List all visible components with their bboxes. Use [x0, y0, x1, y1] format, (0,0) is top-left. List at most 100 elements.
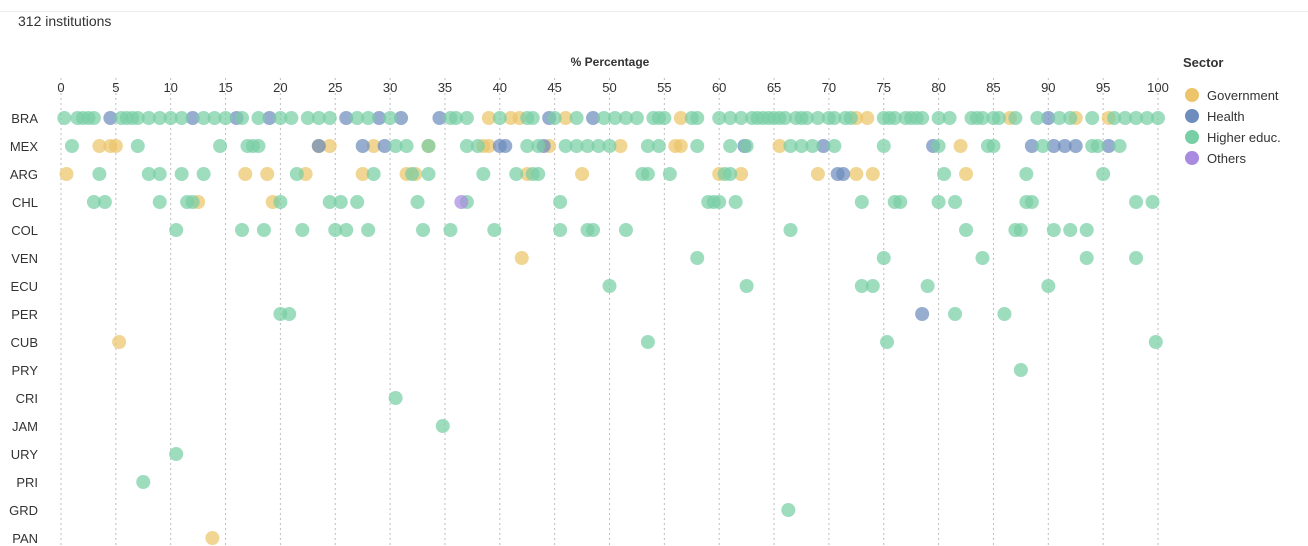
point-health-mex[interactable]	[311, 139, 326, 153]
point-higher-educ-bra[interactable]	[618, 111, 633, 125]
point-health-bra[interactable]	[586, 111, 601, 125]
point-higher-educ-col[interactable]	[1063, 223, 1078, 237]
point-health-mex[interactable]	[1046, 139, 1061, 153]
point-higher-educ-chl[interactable]	[948, 195, 963, 209]
point-higher-educ-chl[interactable]	[97, 195, 112, 209]
point-government-mex[interactable]	[481, 139, 496, 153]
point-higher-educ-bra[interactable]	[1052, 111, 1067, 125]
point-higher-educ-chl[interactable]	[931, 195, 946, 209]
point-higher-educ-chl[interactable]	[1145, 195, 1160, 209]
point-higher-educ-chl[interactable]	[553, 195, 568, 209]
point-government-mex[interactable]	[772, 139, 787, 153]
point-higher-educ-chl[interactable]	[273, 195, 288, 209]
point-higher-educ-bra[interactable]	[887, 111, 902, 125]
point-higher-educ-mex[interactable]	[805, 139, 820, 153]
point-higher-educ-chl[interactable]	[152, 195, 167, 209]
point-higher-educ-arg[interactable]	[531, 167, 546, 181]
point-higher-educ-col[interactable]	[235, 223, 250, 237]
point-higher-educ-mex[interactable]	[640, 139, 655, 153]
point-higher-educ-ecu[interactable]	[739, 279, 754, 293]
point-higher-educ-arg[interactable]	[509, 167, 524, 181]
legend-label-health[interactable]: Health	[1207, 109, 1245, 124]
point-government-arg[interactable]	[260, 167, 275, 181]
point-higher-educ-per[interactable]	[282, 307, 297, 321]
point-government-arg[interactable]	[238, 167, 253, 181]
point-higher-educ-chl[interactable]	[185, 195, 200, 209]
point-higher-educ-arg[interactable]	[662, 167, 677, 181]
point-higher-educ-ven[interactable]	[690, 251, 705, 265]
point-higher-educ-col[interactable]	[553, 223, 568, 237]
point-government-arg[interactable]	[959, 167, 974, 181]
point-government-arg[interactable]	[865, 167, 880, 181]
point-higher-educ-col[interactable]	[1013, 223, 1028, 237]
point-higher-educ-cub[interactable]	[640, 335, 655, 349]
point-higher-educ-bra[interactable]	[547, 111, 562, 125]
point-higher-educ-col[interactable]	[1046, 223, 1061, 237]
point-higher-educ-bra[interactable]	[975, 111, 990, 125]
point-higher-educ-chl[interactable]	[333, 195, 348, 209]
point-higher-educ-mex[interactable]	[723, 139, 738, 153]
point-health-bra[interactable]	[372, 111, 387, 125]
point-higher-educ-col[interactable]	[339, 223, 354, 237]
point-higher-educ-arg[interactable]	[1096, 167, 1111, 181]
point-higher-educ-ecu[interactable]	[1041, 279, 1056, 293]
point-higher-educ-ven[interactable]	[876, 251, 891, 265]
point-higher-educ-mex[interactable]	[470, 139, 485, 153]
point-higher-educ-bra[interactable]	[799, 111, 814, 125]
point-higher-educ-bra[interactable]	[459, 111, 474, 125]
point-higher-educ-ven[interactable]	[975, 251, 990, 265]
point-government-mex[interactable]	[953, 139, 968, 153]
point-higher-educ-mex[interactable]	[580, 139, 595, 153]
point-government-mex[interactable]	[673, 139, 688, 153]
point-government-mex[interactable]	[108, 139, 123, 153]
point-higher-educ-bra[interactable]	[284, 111, 299, 125]
point-higher-educ-arg[interactable]	[141, 167, 156, 181]
point-higher-educ-col[interactable]	[618, 223, 633, 237]
point-higher-educ-bra[interactable]	[843, 111, 858, 125]
point-higher-educ-mex[interactable]	[931, 139, 946, 153]
point-higher-educ-bra[interactable]	[1140, 111, 1155, 125]
point-higher-educ-mex[interactable]	[591, 139, 606, 153]
point-higher-educ-bra[interactable]	[300, 111, 315, 125]
point-higher-educ-col[interactable]	[1079, 223, 1094, 237]
point-higher-educ-bra[interactable]	[723, 111, 738, 125]
point-higher-educ-bra[interactable]	[174, 111, 189, 125]
point-higher-educ-bra[interactable]	[1008, 111, 1023, 125]
point-government-arg[interactable]	[734, 167, 749, 181]
point-health-bra[interactable]	[103, 111, 118, 125]
point-higher-educ-arg[interactable]	[1019, 167, 1034, 181]
point-higher-educ-arg[interactable]	[421, 167, 436, 181]
point-higher-educ-mex[interactable]	[558, 139, 573, 153]
point-higher-educ-ven[interactable]	[1129, 251, 1144, 265]
point-higher-educ-chl[interactable]	[854, 195, 869, 209]
point-higher-educ-bra[interactable]	[448, 111, 463, 125]
point-higher-educ-arg[interactable]	[405, 167, 420, 181]
point-higher-educ-mex[interactable]	[213, 139, 228, 153]
point-higher-educ-col[interactable]	[328, 223, 343, 237]
point-higher-educ-bra[interactable]	[827, 111, 842, 125]
point-higher-educ-arg[interactable]	[476, 167, 491, 181]
point-government-mex[interactable]	[366, 139, 381, 153]
point-higher-educ-mex[interactable]	[739, 139, 754, 153]
point-higher-educ-bra[interactable]	[931, 111, 946, 125]
point-higher-educ-chl[interactable]	[1129, 195, 1144, 209]
point-health-arg[interactable]	[836, 167, 851, 181]
point-health-bra[interactable]	[262, 111, 277, 125]
point-higher-educ-col[interactable]	[295, 223, 310, 237]
point-higher-educ-mex[interactable]	[651, 139, 666, 153]
point-government-arg[interactable]	[810, 167, 825, 181]
point-higher-educ-bra[interactable]	[734, 111, 749, 125]
point-government-mex[interactable]	[92, 139, 107, 153]
point-higher-educ-bra[interactable]	[915, 111, 930, 125]
legend-label-government[interactable]: Government	[1207, 88, 1279, 103]
point-higher-educ-col[interactable]	[169, 223, 184, 237]
point-higher-educ-bra[interactable]	[942, 111, 957, 125]
point-higher-educ-bra[interactable]	[690, 111, 705, 125]
point-government-bra[interactable]	[860, 111, 875, 125]
point-higher-educ-bra[interactable]	[86, 111, 101, 125]
point-higher-educ-grd[interactable]	[781, 503, 796, 517]
point-higher-educ-bra[interactable]	[607, 111, 622, 125]
point-higher-educ-jam[interactable]	[435, 419, 450, 433]
point-higher-educ-ecu[interactable]	[602, 279, 617, 293]
point-higher-educ-ecu[interactable]	[920, 279, 935, 293]
